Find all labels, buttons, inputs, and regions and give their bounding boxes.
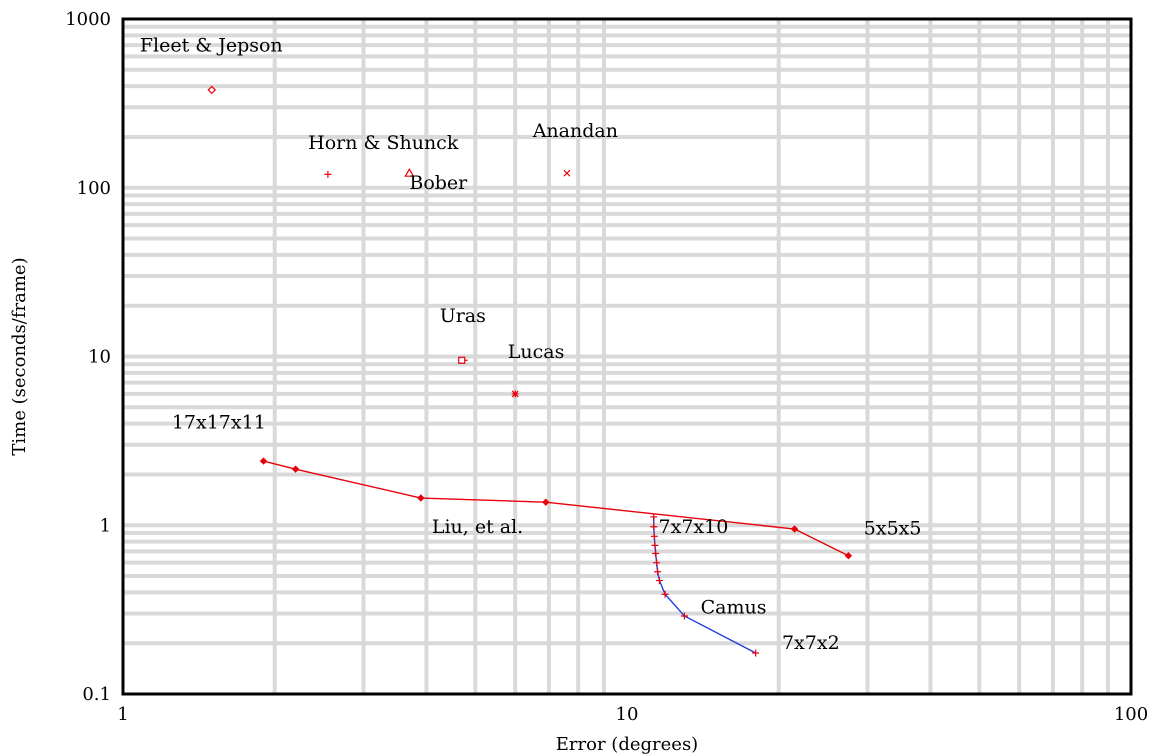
series-point [542,498,550,506]
plus-marker [661,590,669,598]
series-point [291,465,300,473]
y-tick-label: 1 [100,515,111,536]
plus-marker [655,577,663,585]
tick-labels: 1 10 100 0.1 1 10 100 1000 [65,9,1148,725]
series-group [259,457,853,657]
plus-marker [752,649,760,657]
x-tick-label: 100 [1114,704,1148,725]
x-tick-label: 10 [616,704,639,725]
y-tick-label: 100 [77,178,111,199]
plus-marker [650,523,658,531]
grid-lines [123,19,1131,694]
y-axis-label: Time (seconds/frame) [9,257,30,455]
plus-marker [653,559,661,567]
x-marker [563,169,571,177]
annotation-label: 5x5x5 [864,518,922,540]
annotation-label: Liu, et al. [432,516,523,538]
annotation-label: Bober [409,172,468,194]
annotation-label: Anandan [532,120,618,142]
x-tick-label: 1 [117,704,128,725]
series-point [259,457,268,465]
plus-marker [652,550,660,558]
annotation-label: Lucas [508,341,565,363]
annotation-label: 7x7x10 [659,516,729,538]
annotation-label: Fleet & Jepson [140,35,283,57]
annotation-label: 17x17x11 [172,411,266,433]
series-point [844,551,853,560]
annotation-label: 7x7x2 [782,632,840,654]
y-tick-label: 10 [88,347,111,368]
plus-marker [650,513,658,521]
diamond-marker [207,85,217,95]
point-group [207,85,571,398]
series-point [417,494,425,502]
plus-marker [680,612,688,620]
y-tick-label: 1000 [65,9,111,30]
star-marker [511,390,519,398]
annotation-group: Fleet & Jepson Horn & Shunck Bober Anandan U… [140,35,922,654]
series-line [263,460,849,557]
plot-frame [121,17,1133,696]
annotation-label: Horn & Shunck [308,132,459,154]
x-axis-label: Error (degrees) [556,734,698,755]
plus-marker [650,532,658,540]
plus-marker [654,568,662,576]
triangle-marker [404,167,415,177]
annotation-label: Camus [701,596,767,618]
y-tick-label: 0.1 [82,684,111,705]
plus-marker [651,541,659,549]
annotation-label: Uras [440,305,486,327]
plus-marker [324,170,332,178]
series-point [790,525,799,533]
